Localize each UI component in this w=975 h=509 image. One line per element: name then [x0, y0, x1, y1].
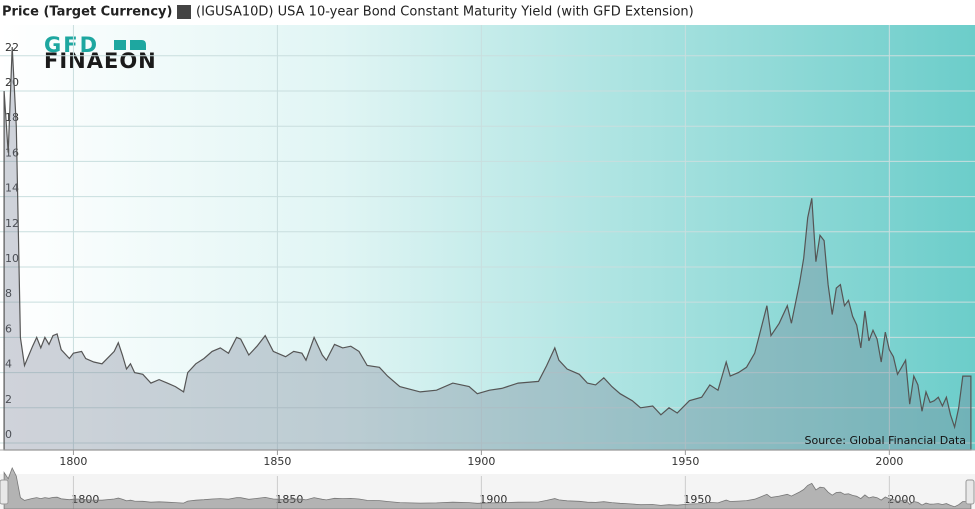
source-note: Source: Global Financial Data	[805, 434, 967, 447]
navigator-area	[3, 467, 972, 509]
logo-icon	[114, 40, 146, 50]
x-tick-label: 2000	[875, 455, 903, 468]
y-tick-label: 12	[5, 217, 19, 230]
navigator-tick-label: 1950	[683, 493, 711, 506]
area-line	[3, 46, 972, 451]
y-tick-label: 8	[5, 287, 12, 300]
plot-background	[0, 25, 975, 450]
y-tick-label: 20	[5, 76, 19, 89]
x-tick-label: 1900	[467, 455, 495, 468]
legend-label[interactable]: (IGUSA10D) USA 10-year Bond Constant Mat…	[196, 5, 694, 20]
y-tick-label: 2	[5, 393, 12, 406]
y-tick-label: 14	[5, 182, 19, 195]
y-tick-label: 10	[5, 252, 19, 265]
logo-bottom: FINAEON	[44, 49, 157, 73]
y-tick-label: 4	[5, 358, 12, 371]
chart-title: Price (Target Currency)	[2, 5, 172, 20]
navigator-handle[interactable]	[0, 479, 9, 505]
logo-top: GFD	[44, 33, 99, 57]
legend-swatch[interactable]	[177, 5, 191, 19]
x-tick-label: 1850	[263, 455, 291, 468]
x-tick-label: 1800	[59, 455, 87, 468]
y-tick-label: 0	[5, 428, 12, 441]
x-tick-label: 1950	[671, 455, 699, 468]
y-tick-label: 6	[5, 322, 12, 335]
navigator-handle[interactable]	[965, 479, 975, 505]
